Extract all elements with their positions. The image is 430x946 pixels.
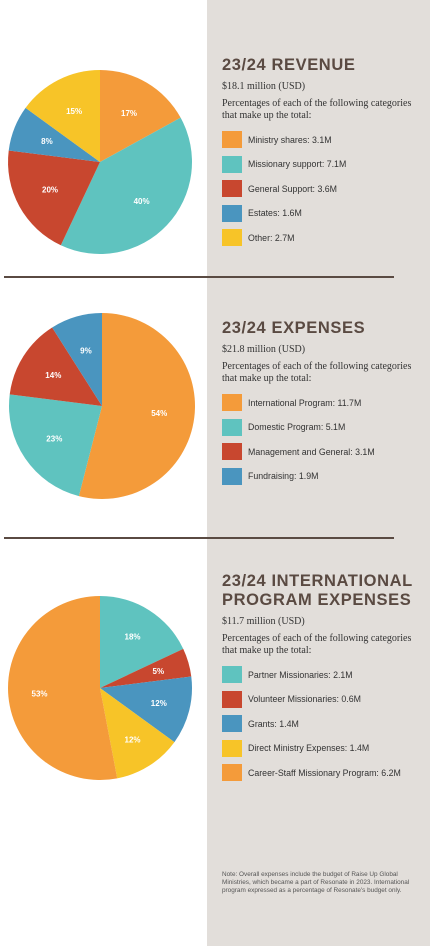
revenue-slice-0 bbox=[100, 70, 181, 162]
expenses-pie-chart: 54% 23% 14% 9% bbox=[9, 313, 196, 499]
revenue-slice-4 bbox=[25, 70, 101, 162]
legend-label: Domestic Program: 5.1M bbox=[248, 422, 346, 432]
legend-swatch bbox=[222, 394, 242, 411]
revenue-slice-1 bbox=[60, 117, 192, 254]
expenses-title: 23/24 EXPENSES bbox=[222, 319, 366, 337]
legend-swatch bbox=[222, 739, 242, 757]
legend-label: Grants: 1.4M bbox=[248, 718, 299, 729]
international-legend: Partner Missionaries: 2.1M Volunteer Miss… bbox=[222, 666, 422, 781]
expenses-legend: International Program: 11.7M Domestic Pro… bbox=[222, 394, 422, 485]
legend-label: Estates: 1.6M bbox=[248, 208, 302, 218]
legend-swatch bbox=[222, 690, 242, 708]
revenue-legend-item: Estates: 1.6M bbox=[222, 204, 422, 222]
section-divider bbox=[4, 537, 394, 539]
international-slice-label-4: 53% bbox=[32, 690, 48, 699]
international-legend-item: Grants: 1.4M bbox=[222, 715, 422, 732]
expenses-slice-3 bbox=[52, 313, 102, 406]
expenses-slice-label-1: 23% bbox=[46, 434, 62, 443]
international-description: Percentages of each of the following cat… bbox=[222, 633, 412, 656]
revenue-slice-label-0: 17% bbox=[121, 109, 137, 118]
legend-label: International Program: 11.7M bbox=[248, 397, 362, 408]
international-legend-item: Partner Missionaries: 2.1M bbox=[222, 666, 422, 683]
legend-swatch bbox=[222, 180, 242, 197]
international-pie-chart: 18% 5% 12% 12% 53% bbox=[8, 596, 192, 780]
revenue-description: Percentages of each of the following cat… bbox=[222, 98, 412, 121]
revenue-slice-2 bbox=[7, 150, 100, 246]
international-slice-1 bbox=[100, 648, 192, 688]
footnote: Note: Overall expenses include the budge… bbox=[222, 871, 410, 894]
legend-label: Partner Missionaries: 2.1M bbox=[248, 669, 353, 680]
revenue-pie-chart: 17% 40% 20% 8% 15% bbox=[7, 70, 192, 254]
legend-label: Ministry shares: 3.1M bbox=[248, 134, 332, 145]
expenses-legend-item: Fundraising: 1.9M bbox=[222, 467, 422, 485]
expenses-legend-item: International Program: 11.7M bbox=[222, 394, 422, 411]
international-title: 23/24 INTERNATIONAL PROGRAM EXPENSES bbox=[222, 572, 413, 609]
expenses-info: 23/24 EXPENSES $21.8 million (USD) Perce… bbox=[222, 319, 422, 492]
expenses-slice-0 bbox=[78, 313, 196, 499]
international-slice-3 bbox=[100, 688, 175, 779]
revenue-legend-item: Ministry shares: 3.1M bbox=[222, 131, 422, 148]
international-slice-label-1: 5% bbox=[153, 667, 165, 676]
international-legend-item: Career-Staff Missionary Program: 6.2M bbox=[222, 764, 422, 781]
legend-label: Career-Staff Missionary Program: 6.2M bbox=[248, 767, 401, 778]
revenue-slice-label-2: 20% bbox=[42, 185, 58, 194]
legend-swatch bbox=[222, 131, 242, 148]
revenue-title: 23/24 REVENUE bbox=[222, 56, 356, 74]
legend-swatch bbox=[222, 715, 242, 732]
revenue-slice-label-3: 8% bbox=[41, 137, 53, 146]
expenses-slice-label-3: 9% bbox=[80, 347, 92, 356]
revenue-slice-3 bbox=[8, 107, 100, 162]
right-panel bbox=[207, 0, 430, 946]
legend-swatch bbox=[222, 467, 242, 485]
expenses-slice-2 bbox=[9, 327, 103, 406]
expenses-legend-item: Domestic Program: 5.1M bbox=[222, 418, 422, 436]
revenue-amount: $18.1 million (USD) bbox=[222, 81, 306, 92]
legend-label: Volunteer Missionaries: 0.6M bbox=[248, 694, 361, 704]
legend-swatch bbox=[222, 229, 242, 246]
international-slice-label-0: 18% bbox=[125, 633, 141, 642]
legend-swatch bbox=[222, 155, 242, 173]
international-slice-label-3: 12% bbox=[125, 735, 141, 744]
international-info: 23/24 INTERNATIONAL PROGRAM EXPENSES $11… bbox=[222, 572, 422, 789]
expenses-amount: $21.8 million (USD) bbox=[222, 344, 306, 355]
revenue-legend-item: Other: 2.7M bbox=[222, 229, 422, 246]
revenue-info: 23/24 REVENUE $18.1 million (USD) Percen… bbox=[222, 56, 422, 254]
revenue-legend: Ministry shares: 3.1M Missionary support:… bbox=[222, 131, 422, 246]
expenses-slice-label-2: 14% bbox=[45, 371, 61, 380]
revenue-slice-label-1: 40% bbox=[134, 197, 150, 206]
legend-label: Direct Ministry Expenses: 1.4M bbox=[248, 743, 370, 753]
international-slice-2 bbox=[100, 676, 192, 743]
section-divider bbox=[4, 276, 394, 278]
expenses-description: Percentages of each of the following cat… bbox=[222, 361, 412, 384]
expenses-legend-item: Management and General: 3.1M bbox=[222, 443, 422, 460]
legend-swatch bbox=[222, 418, 242, 436]
expenses-slice-1 bbox=[9, 394, 102, 497]
international-amount: $11.7 million (USD) bbox=[222, 616, 305, 627]
revenue-legend-item: Missionary support: 7.1M bbox=[222, 155, 422, 173]
expenses-slice-label-0: 54% bbox=[151, 409, 167, 418]
revenue-slice-label-4: 15% bbox=[66, 107, 82, 116]
legend-label: Missionary support: 7.1M bbox=[248, 159, 347, 169]
legend-label: Management and General: 3.1M bbox=[248, 446, 375, 457]
legend-swatch bbox=[222, 443, 242, 460]
international-slice-0 bbox=[100, 596, 184, 688]
international-legend-item: Volunteer Missionaries: 0.6M bbox=[222, 690, 422, 708]
international-slice-label-2: 12% bbox=[151, 699, 167, 708]
legend-label: Fundraising: 1.9M bbox=[248, 471, 319, 481]
legend-swatch bbox=[222, 666, 242, 683]
legend-label: General Support: 3.6M bbox=[248, 183, 337, 194]
legend-swatch bbox=[222, 764, 242, 781]
international-legend-item: Direct Ministry Expenses: 1.4M bbox=[222, 739, 422, 757]
revenue-legend-item: General Support: 3.6M bbox=[222, 180, 422, 197]
international-slice-4 bbox=[8, 596, 118, 780]
legend-swatch bbox=[222, 204, 242, 222]
legend-label: Other: 2.7M bbox=[248, 232, 295, 243]
